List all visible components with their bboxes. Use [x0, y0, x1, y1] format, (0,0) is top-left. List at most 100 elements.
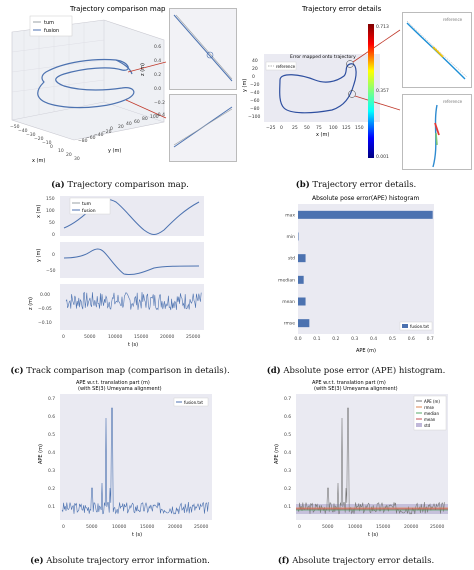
- y-tick: 0.2: [48, 486, 55, 492]
- x-tick: 0.1: [313, 336, 320, 342]
- y-tick: −40: [250, 90, 260, 96]
- caption-d-text: Absolute pose error (APE) histogram.: [280, 366, 446, 376]
- y-axis-label: APE (m): [274, 444, 280, 464]
- x-tick: 0.7: [427, 336, 434, 342]
- y-tick: −20: [102, 129, 112, 135]
- legend-fusion: fusion: [82, 208, 96, 214]
- caption-f-label: (f): [277, 556, 290, 566]
- panel-c: tum fusion 150 100 50 0 x (m) 0 −50 y (m…: [4, 192, 236, 364]
- x-tick: 20000: [160, 334, 174, 340]
- x-tick: 5000: [86, 524, 98, 530]
- caption-a-text: Trajectory comparison map.: [64, 180, 189, 190]
- histogram-bar-max: [298, 210, 433, 219]
- caption-c-label: (c): [10, 366, 24, 376]
- x-tick: 0.0: [294, 336, 301, 342]
- zoom-arrow-bottom: [125, 99, 167, 119]
- x-tick: 50: [304, 125, 310, 131]
- subplot-z: [60, 284, 204, 330]
- x-tick: −50: [10, 124, 20, 130]
- y-tick: −40: [94, 132, 104, 138]
- panel-d: Absolute pose error(APE) histogram max mi…: [240, 192, 472, 364]
- caption-b-label: (b): [295, 180, 310, 190]
- y-tick: 80: [142, 116, 148, 122]
- y-tick: 0.3: [284, 468, 291, 474]
- histogram-bar-mean: [298, 297, 306, 306]
- panel-a-title: Trajectory comparison map: [69, 5, 166, 13]
- x-tick: 0.4: [370, 336, 377, 342]
- panel-b-title: Trajectory error details: [301, 5, 382, 13]
- y-tick: 20: [118, 124, 124, 130]
- zoom-inset-bottom: [169, 94, 237, 162]
- zoom-inset-bottom: reference: [402, 94, 472, 170]
- x-tick: 5000: [84, 334, 96, 340]
- x-tick: −10: [42, 140, 52, 146]
- panel-e-axes: [60, 394, 212, 520]
- y-axis-label: y (m): [242, 79, 248, 92]
- z-tick: 0.6: [154, 44, 161, 50]
- y-tick: −80: [78, 138, 88, 144]
- x-tick: 0.5: [389, 336, 396, 342]
- x-tick: 25000: [194, 524, 208, 530]
- legend-fusion: fusion: [44, 28, 59, 34]
- x-tick: 10000: [108, 334, 122, 340]
- category-label: median: [278, 277, 295, 283]
- colorbar-tick: 0.357: [376, 88, 389, 94]
- y-axis-label-y: y (m): [36, 249, 42, 262]
- panel-d-axes: [298, 204, 434, 334]
- x-tick: 20000: [404, 524, 418, 530]
- caption-b: (b) Trajectory error details.: [240, 180, 472, 190]
- ape-series: [61, 407, 209, 515]
- x-tick: 0: [62, 524, 65, 530]
- panel-c-plot: tum fusion 150 100 50 0 x (m) 0 −50 y (m…: [28, 196, 204, 348]
- panel-b-plot: Trajectory error details Error mapped on…: [242, 5, 401, 160]
- panel-a-legend: [29, 15, 73, 37]
- panel-d-histogram: Absolute pose error(APE) histogram max mi…: [278, 195, 434, 354]
- zoom-arrow-top: [352, 29, 401, 63]
- caption-a-label: (a): [51, 180, 65, 190]
- y-tick: 0.7: [48, 396, 55, 402]
- panel-b-legend: [265, 61, 297, 71]
- caption-d-label: (d): [266, 366, 281, 376]
- panel-b: Trajectory error details Error mapped on…: [240, 2, 472, 174]
- line-z-fusion: [65, 291, 202, 311]
- y-axis-label-x: x (m): [36, 205, 42, 218]
- legend-rmse: rmse: [424, 405, 435, 410]
- x-tick: 100: [329, 125, 338, 131]
- panel-a-3d-plot: Trajectory comparison map tum fusion −50…: [10, 5, 167, 164]
- legend-std: std: [424, 423, 431, 428]
- x-tick: 25000: [430, 524, 444, 530]
- caption-e: (e) Absolute trajectory error informatio…: [4, 556, 236, 566]
- category-label: max: [285, 213, 295, 218]
- y-tick: −20: [250, 82, 260, 88]
- y-tick: 40: [252, 58, 258, 64]
- panel-a: Trajectory comparison map tum fusion −50…: [4, 2, 237, 174]
- panel-e: APE w.r.t. translation part (m) (with SE…: [4, 378, 236, 546]
- caption-a: (a) Trajectory comparison map.: [4, 180, 236, 190]
- caption-f: (f) Absolute trajectory error details.: [240, 556, 472, 566]
- z-tick: 0.0: [154, 86, 161, 92]
- colorbar-tick: 0.001: [376, 154, 389, 160]
- y-tick: −60: [250, 98, 260, 104]
- y-tick: 0: [52, 252, 55, 258]
- caption-e-label: (e): [30, 556, 44, 566]
- trajectory-fusion: [37, 58, 135, 109]
- legend-median: median: [424, 411, 439, 416]
- y-tick: 0.5: [284, 432, 291, 438]
- x-tick: −30: [26, 132, 36, 138]
- y-tick: 20: [252, 66, 258, 72]
- panel-f-title-2: (with SE(3) Umeyama alignment): [314, 386, 398, 392]
- panel-e-title-1: APE w.r.t. translation part (m): [76, 380, 150, 386]
- x-tick: 0.3: [351, 336, 358, 342]
- y-axis-label: y (m): [108, 148, 121, 154]
- y-tick: 0.6: [48, 414, 55, 420]
- x-tick: 30: [74, 156, 80, 162]
- x-tick: 0: [50, 144, 53, 150]
- zoom-legend: reference: [443, 99, 463, 104]
- x-tick: 10: [58, 148, 64, 154]
- y-tick: 0.7: [284, 396, 291, 402]
- zoom-inset-top: reference: [402, 12, 472, 88]
- y-axis-label-z: z (m): [28, 297, 34, 310]
- colorbar: [368, 24, 374, 158]
- y-tick: 100: [150, 114, 159, 120]
- y-tick: −100: [248, 114, 260, 120]
